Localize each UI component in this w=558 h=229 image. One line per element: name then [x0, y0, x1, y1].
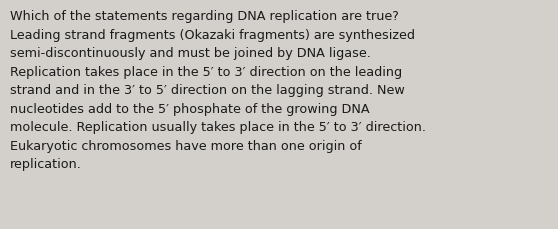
Text: Which of the statements regarding DNA replication are true?
Leading strand fragm: Which of the statements regarding DNA re… — [10, 10, 426, 171]
